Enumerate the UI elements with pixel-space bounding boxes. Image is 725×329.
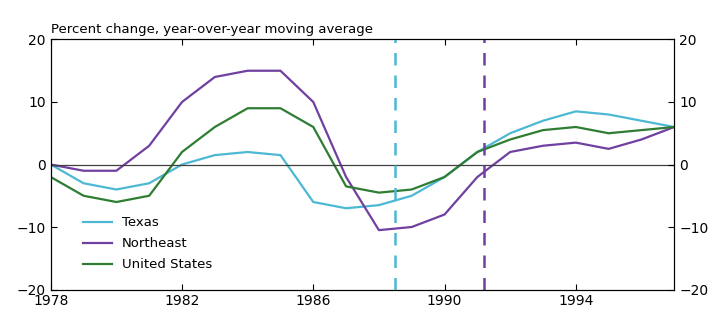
United States [276, 106, 285, 110]
United States [571, 125, 580, 129]
Northeast [407, 225, 416, 229]
Texas [79, 181, 88, 185]
United States [604, 131, 613, 135]
Northeast [79, 169, 88, 173]
Texas [210, 153, 219, 157]
Northeast [276, 69, 285, 73]
Northeast [506, 150, 515, 154]
United States [539, 128, 547, 132]
Text: Percent change, year-over-year moving average: Percent change, year-over-year moving av… [51, 22, 373, 36]
Northeast [178, 100, 186, 104]
Northeast [46, 163, 55, 166]
Texas [244, 150, 252, 154]
United States [244, 106, 252, 110]
Northeast [670, 125, 679, 129]
Texas [637, 119, 646, 123]
United States [79, 194, 88, 198]
Texas [473, 150, 481, 154]
Texas [407, 194, 416, 198]
United States [309, 125, 318, 129]
Texas [112, 188, 121, 191]
Northeast [244, 69, 252, 73]
Texas [604, 113, 613, 116]
Northeast [112, 169, 121, 173]
Texas [375, 203, 384, 207]
Texas [539, 119, 547, 123]
United States [407, 188, 416, 191]
Northeast [375, 228, 384, 232]
United States [506, 138, 515, 141]
Texas [145, 181, 154, 185]
Texas [571, 109, 580, 113]
Legend: Texas, Northeast, United States: Texas, Northeast, United States [76, 210, 219, 278]
United States [670, 125, 679, 129]
Northeast [145, 144, 154, 148]
United States [46, 175, 55, 179]
Texas [440, 175, 449, 179]
United States [178, 150, 186, 154]
Texas [670, 125, 679, 129]
United States [341, 184, 350, 188]
Line: Texas: Texas [51, 111, 674, 208]
Northeast [210, 75, 219, 79]
Texas [178, 163, 186, 166]
Northeast [473, 175, 481, 179]
United States [375, 191, 384, 195]
Northeast [440, 213, 449, 216]
Texas [309, 200, 318, 204]
United States [145, 194, 154, 198]
Northeast [637, 138, 646, 141]
Northeast [604, 147, 613, 151]
Texas [46, 163, 55, 166]
United States [440, 175, 449, 179]
United States [210, 125, 219, 129]
Line: United States: United States [51, 108, 674, 202]
Northeast [539, 144, 547, 148]
Northeast [571, 141, 580, 145]
Line: Northeast: Northeast [51, 71, 674, 230]
Northeast [309, 100, 318, 104]
United States [112, 200, 121, 204]
Texas [276, 153, 285, 157]
United States [473, 150, 481, 154]
Northeast [341, 175, 350, 179]
United States [637, 128, 646, 132]
Texas [506, 131, 515, 135]
Texas [341, 206, 350, 210]
